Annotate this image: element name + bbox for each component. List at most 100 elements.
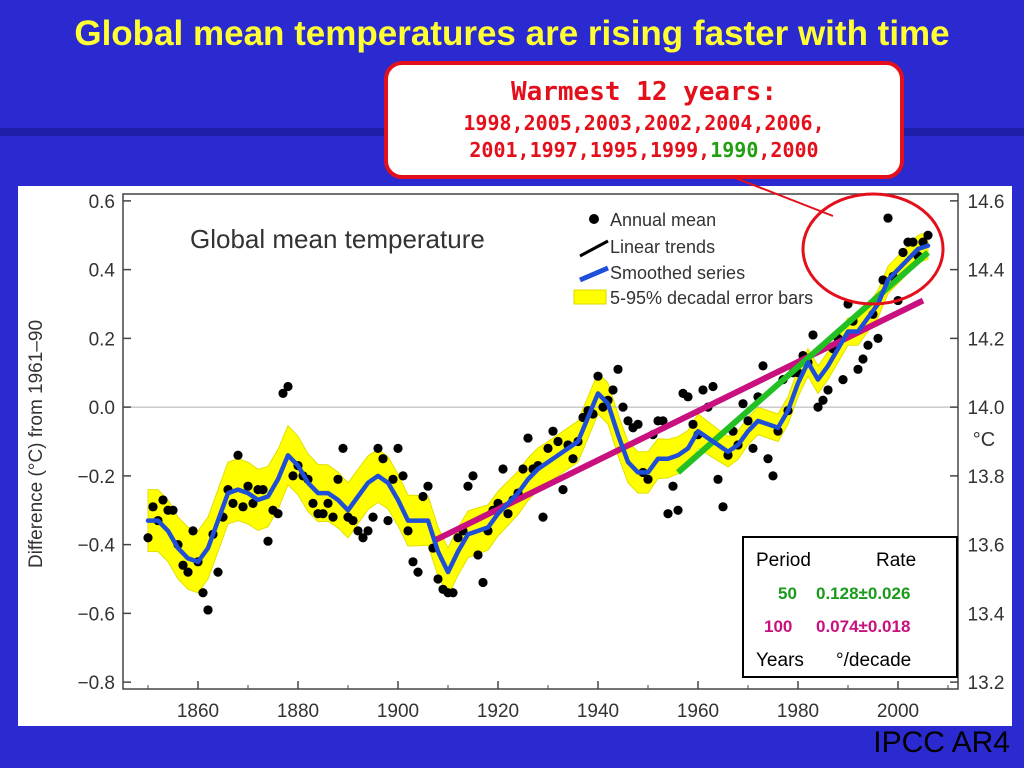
annual-mean-point — [378, 454, 388, 464]
y2-tick-label: 14.6 — [968, 192, 1005, 213]
annual-mean-point — [688, 419, 698, 429]
callout-year-1990: 1990 — [710, 138, 759, 162]
y-tick-label: −0.2 — [77, 467, 115, 488]
annual-mean-point — [413, 567, 423, 577]
annual-mean-point — [723, 450, 733, 460]
rate-header-period: Period — [756, 550, 811, 571]
annual-mean-point — [623, 416, 633, 426]
annual-mean-point — [323, 498, 333, 508]
annual-mean-point — [503, 509, 513, 519]
annual-mean-point — [368, 512, 378, 522]
x-tick-label: 1860 — [177, 701, 219, 722]
callout-years-line2: 2001,1997,1995,1999, — [469, 138, 711, 162]
rate-row-100-rate: 0.074±0.018 — [816, 617, 910, 636]
annual-mean-point — [818, 395, 828, 405]
annual-mean-point — [353, 526, 363, 536]
y2-tick-label: 13.2 — [968, 673, 1005, 694]
annual-mean-point — [923, 230, 933, 240]
annual-mean-point — [418, 491, 428, 502]
annual-mean-point — [308, 498, 318, 508]
annual-mean-point — [713, 474, 723, 484]
annual-mean-point — [233, 450, 243, 460]
chart-title: Global mean temperature — [190, 224, 485, 254]
annual-mean-point — [243, 481, 253, 491]
x-tick-label: 1920 — [477, 701, 519, 722]
annual-mean-point — [198, 588, 208, 598]
annual-mean-point — [898, 247, 908, 258]
annual-mean-point — [468, 471, 478, 481]
annual-mean-point — [203, 605, 213, 615]
annual-mean-point — [643, 474, 653, 484]
annual-mean-point — [748, 443, 758, 453]
annual-mean-point — [338, 443, 348, 453]
legend-band-marker — [573, 289, 607, 305]
annual-mean-point — [398, 471, 408, 481]
annual-mean-point — [543, 443, 553, 453]
y-tick-label: 0.6 — [89, 192, 115, 213]
y-tick-label: 0.0 — [89, 398, 115, 419]
annual-mean-point — [168, 505, 178, 515]
annual-mean-point — [288, 471, 298, 481]
annual-mean-point — [853, 364, 863, 374]
source-credit: IPCC AR4 — [873, 726, 1010, 759]
annual-mean-point — [858, 354, 868, 364]
annual-mean-point — [373, 443, 383, 453]
annual-mean-point — [568, 454, 578, 464]
annual-mean-point — [388, 474, 398, 484]
annual-mean-point — [228, 498, 238, 508]
annual-mean-point — [708, 381, 718, 392]
annual-mean-point — [863, 340, 873, 350]
annual-mean-point — [618, 402, 628, 412]
annual-mean-point — [433, 574, 443, 584]
x-tick-label: 1940 — [577, 701, 619, 722]
annual-mean-point — [498, 464, 508, 474]
annual-mean-point — [743, 416, 753, 426]
smoothed-series-line — [145, 243, 931, 575]
annual-mean-point — [463, 481, 473, 491]
legend-linear-trends: Linear trends — [610, 237, 715, 257]
annual-mean-point — [333, 474, 343, 484]
x-tick-label: 1980 — [777, 701, 819, 722]
annual-mean-point — [633, 419, 643, 429]
rate-row-50-period: 50 — [778, 584, 797, 603]
annual-mean-point — [473, 550, 483, 560]
legend-error-bars: 5-95% decadal error bars — [610, 288, 813, 308]
rate-row-100-period: 100 — [764, 617, 792, 636]
annual-mean-point — [423, 481, 433, 491]
y-tick-label: −0.4 — [77, 536, 115, 557]
y2-tick-label: 13.6 — [968, 536, 1005, 557]
temperature-chart: 1860 1880 1900 1920 1940 1960 1980 2000 −0.8 −0.6… — [26, 192, 1005, 722]
annual-mean-point — [763, 454, 773, 464]
annual-mean-point — [453, 533, 463, 543]
rate-table-frame — [742, 536, 958, 678]
y-tick-label: −0.8 — [77, 673, 115, 694]
annual-mean-point — [188, 526, 198, 536]
annual-mean-point — [358, 533, 368, 543]
legend-annual-mean: Annual mean — [610, 210, 716, 230]
y2-tick-label: 14.2 — [968, 329, 1005, 350]
annual-mean-point — [258, 485, 268, 495]
annual-mean-point — [658, 416, 668, 426]
chart-panel: 1860 1880 1900 1920 1940 1960 1980 2000 −0.8 −0.6… — [18, 186, 1012, 726]
annual-mean-point — [813, 402, 823, 412]
annual-mean-point — [698, 385, 708, 395]
annual-mean-point — [518, 464, 528, 474]
y-axis-label: Difference (°C) from 1961–90 — [26, 320, 47, 568]
annual-mean-point — [593, 371, 603, 381]
slide-title: Global mean temperatures are rising fast… — [74, 14, 950, 53]
y2-axis-label: °C — [973, 429, 995, 451]
annual-mean-point — [478, 577, 488, 588]
annual-mean-point — [273, 509, 283, 519]
y-tick-label: −0.6 — [77, 604, 115, 625]
annual-mean-point — [403, 526, 413, 536]
legend-smoothed-series: Smoothed series — [610, 263, 745, 283]
annual-mean-point — [718, 502, 728, 512]
annual-mean-point — [668, 481, 678, 491]
annual-mean-point — [383, 515, 393, 526]
callout-years-line1: 1998,2005,2003,2002,2004,2006, — [463, 111, 825, 135]
annual-mean-point — [683, 392, 693, 402]
annual-mean-point — [318, 509, 328, 519]
annual-mean-point — [213, 567, 223, 577]
y2-tick-label: 13.4 — [968, 604, 1005, 625]
annual-mean-point — [283, 381, 293, 392]
